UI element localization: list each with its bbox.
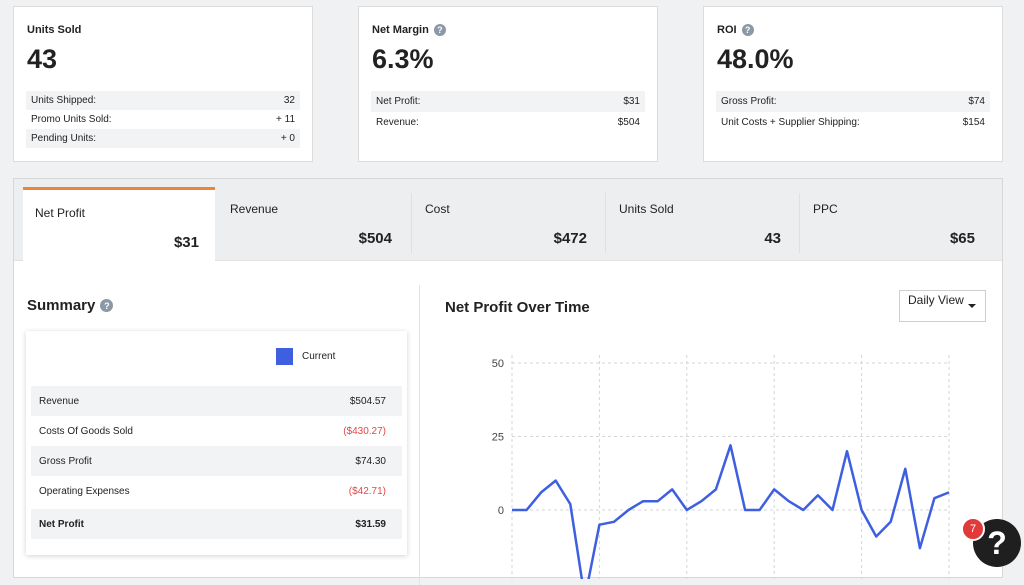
table-row: Operating Expenses ($42.71) — [39, 485, 386, 497]
list-item: Revenue: $504 — [376, 117, 640, 128]
kpi-card-units-sold: Units Sold 43 Units Shipped: 32 Promo Uni… — [13, 6, 313, 162]
summary-table: Current Revenue $504.57 Costs Of Goods So… — [26, 331, 407, 555]
panel-divider — [419, 285, 420, 585]
card-breakdown: Units Shipped: 32 Promo Units Sold: + 11 P… — [26, 91, 300, 148]
tab-ppc[interactable]: PPC $65 — [799, 179, 993, 261]
question-mark-icon: ? — [987, 524, 1007, 561]
tab-divider — [605, 193, 606, 253]
tab-value: $504 — [358, 230, 392, 247]
summary-title: Summary ? — [27, 297, 114, 314]
kpi-card-net-margin: Net Margin? 6.3% Net Profit: $31 Revenue:… — [358, 6, 658, 162]
card-title: ROI? — [717, 24, 754, 36]
metrics-panel: Net Profit $31 Revenue $504 Cost $472 Un… — [13, 178, 1003, 585]
list-item: Pending Units: + 0 — [26, 129, 300, 148]
card-title: Net Margin? — [372, 24, 446, 36]
tab-divider — [411, 193, 412, 253]
view-select-value: Daily View — [908, 293, 964, 307]
y-tick-label: 0 — [498, 505, 504, 517]
series-line — [512, 444, 950, 579]
y-tick-label: 25 — [492, 432, 504, 444]
card-value: 43 — [27, 44, 58, 74]
kpi-card-roi: ROI? 48.0% Gross Profit: $74 Unit Costs +… — [703, 6, 1003, 162]
tab-value: $31 — [173, 234, 199, 251]
metric-tabs: Net Profit $31 Revenue $504 Cost $472 Un… — [14, 179, 1002, 261]
tab-value: $472 — [553, 230, 587, 247]
tab-net-profit[interactable]: Net Profit $31 — [23, 187, 215, 261]
tab-label: Units Sold — [619, 202, 674, 216]
card-value: 48.0% — [717, 44, 794, 74]
net-profit-chart: 50 25 0 — [492, 355, 950, 579]
tab-value: $65 — [949, 230, 975, 247]
legend-swatch — [276, 348, 293, 365]
tab-cost[interactable]: Cost $472 — [411, 179, 605, 261]
tab-label: Cost — [425, 202, 450, 216]
tab-label: Net Profit — [35, 206, 86, 220]
summary-rows: Revenue $504.57 Costs Of Goods Sold ($430.… — [31, 386, 402, 539]
view-select[interactable]: Daily View — [899, 290, 986, 322]
tab-label: Revenue — [230, 202, 279, 216]
tab-value: 43 — [764, 230, 781, 247]
chart-title: Net Profit Over Time — [445, 299, 590, 316]
list-item: Gross Profit: $74 — [716, 91, 990, 112]
help-icon[interactable]: ? — [741, 24, 754, 36]
card-breakdown: Net Profit: $31 Revenue: $504 — [371, 91, 645, 133]
list-item: Promo Units Sold: + 11 — [31, 114, 295, 125]
tab-label: PPC — [813, 202, 838, 216]
tab-units-sold[interactable]: Units Sold 43 — [605, 179, 799, 261]
help-icon[interactable]: ? — [433, 24, 446, 36]
list-item: Net Profit: $31 — [371, 91, 645, 112]
help-icon[interactable]: ? — [100, 299, 114, 312]
tab-divider — [799, 193, 800, 253]
notification-badge: 7 — [961, 517, 985, 541]
table-row: Gross Profit $74.30 — [31, 446, 402, 476]
table-row: Costs Of Goods Sold ($430.27) — [39, 425, 386, 437]
tab-revenue[interactable]: Revenue $504 — [216, 179, 410, 261]
table-row-total: Net Profit $31.59 — [31, 509, 402, 539]
list-item: Units Shipped: 32 — [26, 91, 300, 110]
summary-legend: Current — [276, 348, 335, 365]
card-title: Units Sold — [27, 24, 82, 36]
list-item: Unit Costs + Supplier Shipping: $154 — [721, 117, 985, 128]
legend-label: Current — [302, 351, 336, 362]
chevron-down-icon — [968, 304, 976, 308]
card-breakdown: Gross Profit: $74 Unit Costs + Supplier S… — [716, 91, 990, 133]
table-row: Revenue $504.57 — [31, 386, 402, 416]
card-value: 6.3% — [372, 44, 434, 74]
y-tick-label: 50 — [492, 358, 504, 370]
